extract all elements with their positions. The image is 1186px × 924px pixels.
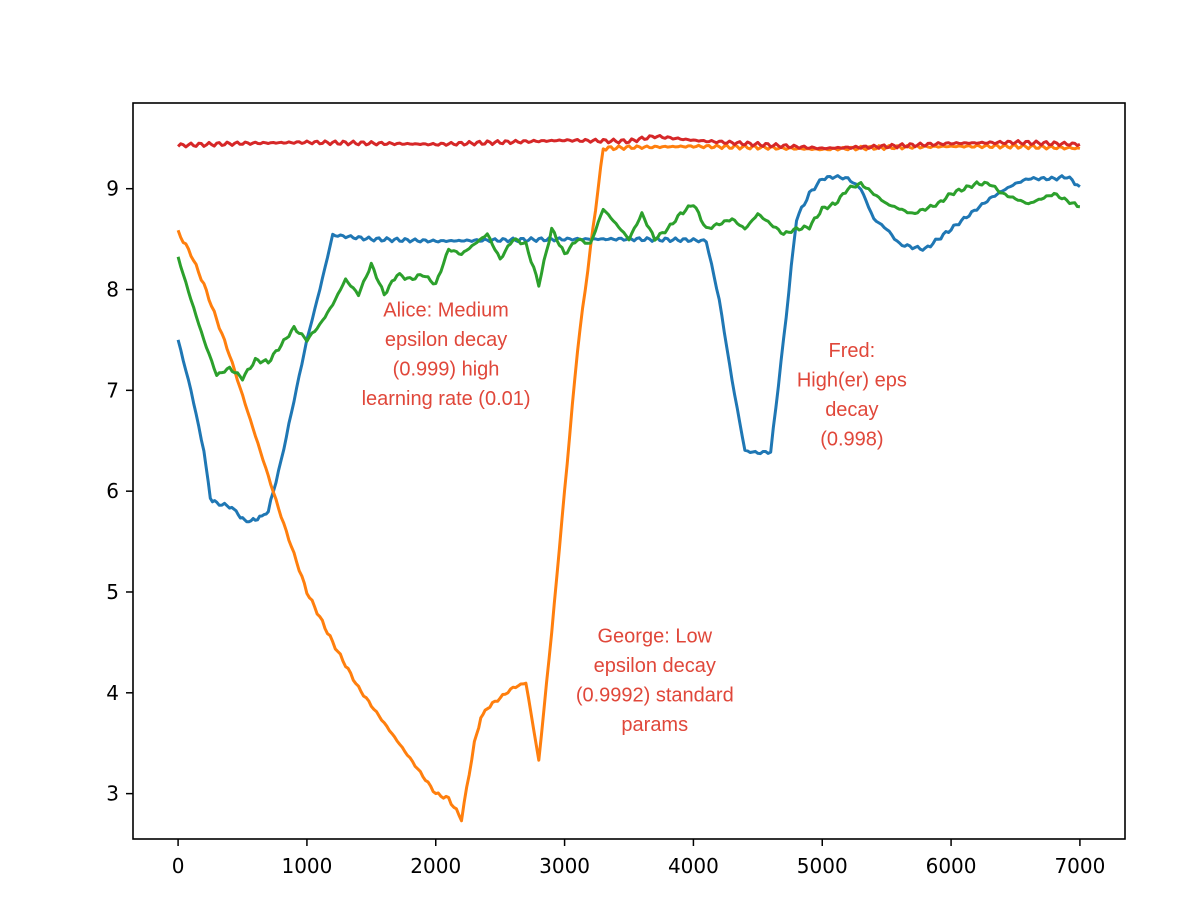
y-tick-label: 5: [106, 580, 119, 604]
y-tick-label: 9: [106, 177, 119, 201]
x-tick-label: 4000: [668, 854, 719, 878]
series-layer: [176, 134, 1081, 823]
x-tick-label: 6000: [926, 854, 977, 878]
x-axis: 0 1000 2000 3000 4000 5000 6000 7000: [172, 839, 1105, 878]
annotation-layer: Alice: Medium epsilon decay (0.999) high le…: [362, 300, 907, 736]
x-tick-label: 3000: [539, 854, 590, 878]
x-tick-label: 5000: [797, 854, 848, 878]
y-tick-label: 3: [106, 782, 119, 806]
annotation-1: Alice: Medium epsilon decay (0.999) high le…: [362, 300, 531, 411]
series-line-4: [177, 134, 1081, 151]
series-line-3: [176, 180, 1081, 382]
annotation-3: George: Low epsilon decay (0.9992) standar…: [576, 625, 734, 736]
series-line-1: [176, 174, 1081, 524]
series-line-2: [176, 143, 1081, 823]
x-tick-label: 0: [172, 854, 185, 878]
x-tick-label: 2000: [410, 854, 461, 878]
x-tick-label: 7000: [1054, 854, 1105, 878]
y-tick-label: 4: [106, 681, 119, 705]
y-tick-label: 8: [106, 278, 119, 302]
x-tick-label: 1000: [281, 854, 332, 878]
y-axis: 3 4 5 6 7 8 9: [106, 177, 133, 806]
y-tick-label: 6: [106, 479, 119, 503]
plot-frame: [132, 102, 1126, 840]
annotation-2: Fred: High(er) eps decay (0.998): [797, 340, 907, 451]
y-tick-label: 7: [106, 378, 119, 402]
